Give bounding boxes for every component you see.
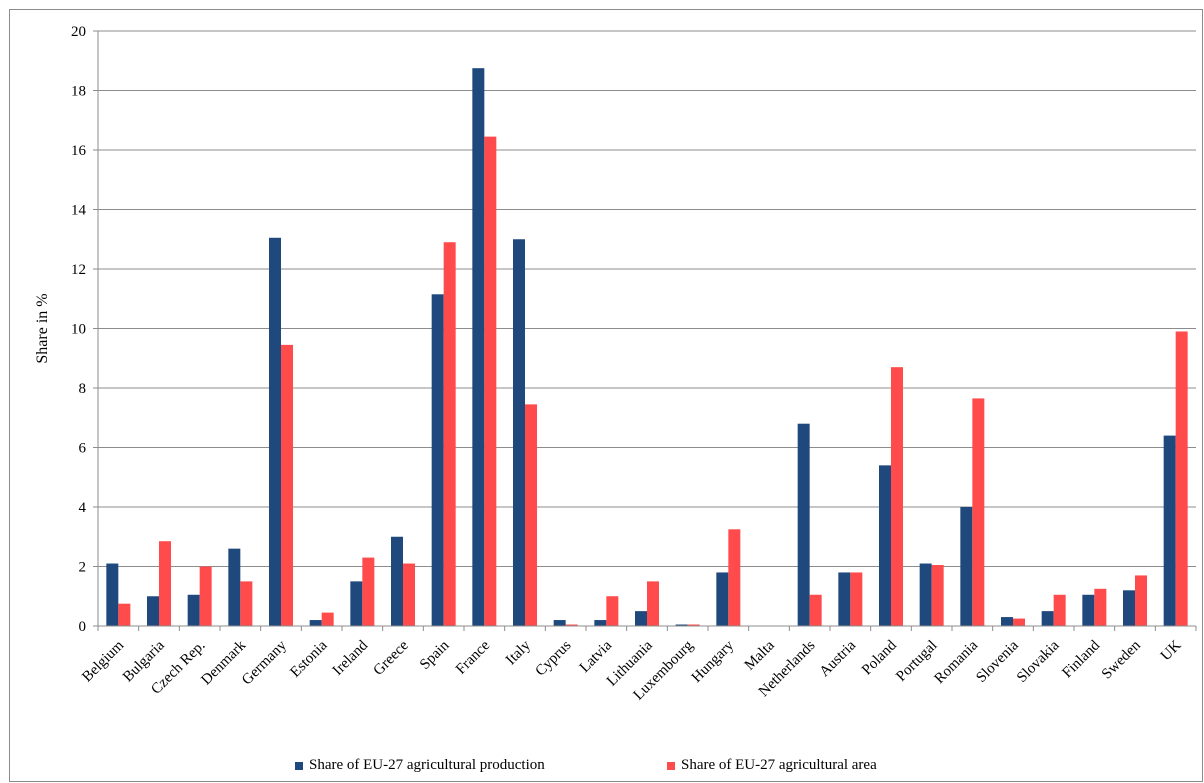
x-tick-label: Belgium xyxy=(79,637,127,685)
bar-production xyxy=(675,624,688,626)
x-tick-label: France xyxy=(453,637,493,677)
x-tick-label: Spain xyxy=(417,637,453,673)
bar-area xyxy=(1135,575,1147,626)
bar-area xyxy=(1094,588,1107,626)
gridlines xyxy=(98,30,1196,567)
bar-area xyxy=(687,624,700,626)
y-tick-label: 12 xyxy=(71,262,86,278)
legend: Share of EU-27 agricultural production S… xyxy=(0,757,1204,777)
bar-production xyxy=(350,581,363,626)
x-tick-label: Hungary xyxy=(689,637,738,686)
legend-item-production: Share of EU-27 agricultural production xyxy=(295,757,545,774)
bar-production xyxy=(919,563,932,626)
bar-production xyxy=(309,620,322,626)
legend-label-area: Share of EU-27 agricultural area xyxy=(681,757,877,773)
legend-label-production: Share of EU-27 agricultural production xyxy=(309,757,545,773)
bar-production xyxy=(391,536,403,626)
y-axis-ticks: 0 2 4 6 8 10 12 14 16 18 20 xyxy=(71,24,98,635)
x-tick-label: Estonia xyxy=(287,637,330,680)
y-tick-label: 16 xyxy=(71,143,87,159)
x-tick-label: Malta xyxy=(742,637,778,673)
bar-area xyxy=(240,581,253,626)
bar-area xyxy=(891,367,903,626)
bar-production xyxy=(1041,611,1054,626)
bar-area xyxy=(362,557,375,626)
x-tick-label: Greece xyxy=(370,637,412,679)
x-tick-label: Austria xyxy=(817,637,860,680)
x-tick-label: Cyprus xyxy=(533,637,575,679)
bar-area xyxy=(484,136,497,627)
bar-production xyxy=(838,572,851,626)
bar-area xyxy=(118,603,131,626)
chart-frame xyxy=(9,9,1203,782)
x-tick-label: Romania xyxy=(932,637,982,687)
bar-area xyxy=(850,572,863,626)
bar-area xyxy=(1013,618,1025,626)
bar-production xyxy=(1123,590,1135,626)
bar-area xyxy=(972,398,985,626)
bar-production xyxy=(228,548,241,626)
bar-area xyxy=(199,566,212,626)
bar-production xyxy=(1082,594,1095,626)
bar-production xyxy=(1001,617,1013,626)
bar-production xyxy=(879,465,891,626)
y-tick-label: 6 xyxy=(79,441,87,457)
y-tick-label: 8 xyxy=(79,381,87,397)
legend-swatch-area xyxy=(667,761,675,770)
bar-production xyxy=(797,423,810,626)
bar-area xyxy=(403,563,415,626)
bar-area xyxy=(281,344,293,626)
bar-area xyxy=(728,529,741,626)
bar-production xyxy=(106,563,119,626)
bar-area xyxy=(606,596,619,626)
bar-production xyxy=(960,507,973,626)
y-tick-label: 18 xyxy=(71,84,86,100)
bar-area xyxy=(525,404,537,626)
bar-production xyxy=(187,594,200,626)
bar-area xyxy=(931,565,944,626)
y-tick-label: 10 xyxy=(71,322,86,338)
y-tick-label: 14 xyxy=(71,203,87,219)
bar-area xyxy=(321,612,334,626)
bar-production xyxy=(716,572,729,626)
legend-swatch-production xyxy=(295,761,303,770)
bar-production xyxy=(1163,435,1176,626)
x-tick-label: Latvia xyxy=(577,637,616,676)
y-axis-label: Share in % xyxy=(34,293,51,363)
bar-area xyxy=(1053,594,1066,626)
bar-production xyxy=(269,237,281,626)
x-tick-label: Slovenia xyxy=(973,637,1022,686)
bar-production xyxy=(594,620,607,626)
bar-production xyxy=(431,294,444,626)
x-tick-label: Sweden xyxy=(1099,637,1144,682)
bar-area xyxy=(443,242,456,626)
bar-area xyxy=(1175,331,1188,626)
bar-area xyxy=(565,624,578,626)
bar-production xyxy=(513,239,525,626)
y-tick-label: 4 xyxy=(79,500,87,516)
x-tick-label: Slovakia xyxy=(1014,637,1063,686)
bar-production xyxy=(553,620,566,626)
bar-area xyxy=(809,594,822,626)
bar-area xyxy=(159,541,171,626)
x-tick-label: Germany xyxy=(239,637,290,688)
y-tick-label: 2 xyxy=(79,560,87,576)
bar-production xyxy=(635,611,647,626)
legend-item-area: Share of EU-27 agricultural area xyxy=(667,757,877,774)
bar-production xyxy=(147,596,159,626)
bars xyxy=(106,68,1188,627)
y-tick-label: 20 xyxy=(71,24,86,40)
bar-production xyxy=(472,68,485,626)
x-tick-label: Finland xyxy=(1059,637,1103,681)
y-tick-label: 0 xyxy=(79,619,87,635)
x-tick-label: Italy xyxy=(503,637,534,668)
bar-area xyxy=(647,581,659,626)
x-tick-label: Ireland xyxy=(330,637,372,679)
x-tick-label: UK xyxy=(1158,637,1185,664)
